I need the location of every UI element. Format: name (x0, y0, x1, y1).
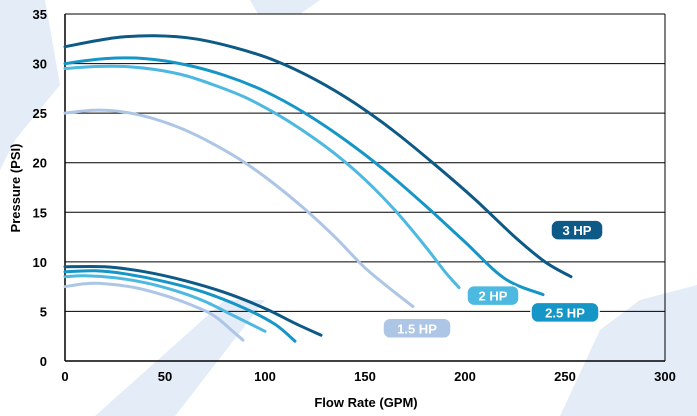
y-tick-labels: 0 5 10 15 20 25 30 35 (33, 7, 47, 369)
series-labels: 1.5 HP 2 HP 2.5 HP 3 HP (382, 219, 604, 340)
series-line-1-5-hp-high (63, 108, 415, 308)
series-label-pill (466, 284, 520, 307)
x-axis-title: Flow Rate (GPM) (314, 395, 417, 410)
axes (64, 14, 666, 362)
series-line-1-5-hp-low (63, 281, 245, 342)
series-label-3-hp: 3 HP (550, 219, 604, 241)
x-tick-label: 0 (61, 369, 68, 384)
series-line-3-hp-high (63, 34, 573, 279)
y-tick-label: 15 (33, 205, 47, 220)
x-tick-label: 200 (454, 369, 476, 384)
x-tick-label: 100 (254, 369, 276, 384)
series-label-pill (550, 219, 604, 241)
y-tick-label: 25 (33, 106, 47, 121)
y-tick-label: 0 (40, 354, 47, 369)
series-label-text: 2.5 HP (545, 305, 585, 320)
series-line-2-hp-low (63, 274, 267, 333)
y-axis-title: Pressure (PSI) (8, 144, 23, 233)
watermark-shape-top (250, 0, 320, 14)
y-tick-label: 20 (33, 156, 47, 171)
x-tick-labels: 0 50 100 150 200 250 300 (61, 369, 675, 384)
watermark-shape-right (560, 285, 697, 416)
watermark-shape-left (0, 0, 60, 170)
series-layer (63, 34, 573, 343)
series-label-2-hp: 2 HP (466, 284, 520, 307)
watermark-shape-bottom (95, 300, 265, 416)
series-label-text: 2 HP (479, 289, 508, 304)
series-label-pill (530, 301, 600, 324)
y-tick-label: 5 (40, 304, 47, 319)
series-line-2-hp-high (63, 64, 461, 290)
series-label-1-5-hp: 1.5 HP (382, 317, 452, 340)
x-tick-label: 250 (554, 369, 576, 384)
series-label-pill (382, 317, 452, 340)
y-tick-label: 30 (33, 57, 47, 72)
x-tick-label: 150 (354, 369, 376, 384)
series-label-2-5-hp: 2.5 HP (530, 301, 600, 324)
y-tick-label: 10 (33, 255, 47, 270)
series-line-2-5-hp-high (63, 56, 545, 297)
series-line-3-hp-low (63, 264, 323, 337)
series-label-text: 3 HP (563, 223, 592, 238)
series-label-text: 1.5 HP (397, 321, 437, 336)
series-line-2-5-hp-low (63, 269, 297, 343)
y-tick-label: 35 (33, 7, 47, 22)
x-tick-label: 50 (158, 369, 172, 384)
x-tick-label: 300 (654, 369, 676, 384)
